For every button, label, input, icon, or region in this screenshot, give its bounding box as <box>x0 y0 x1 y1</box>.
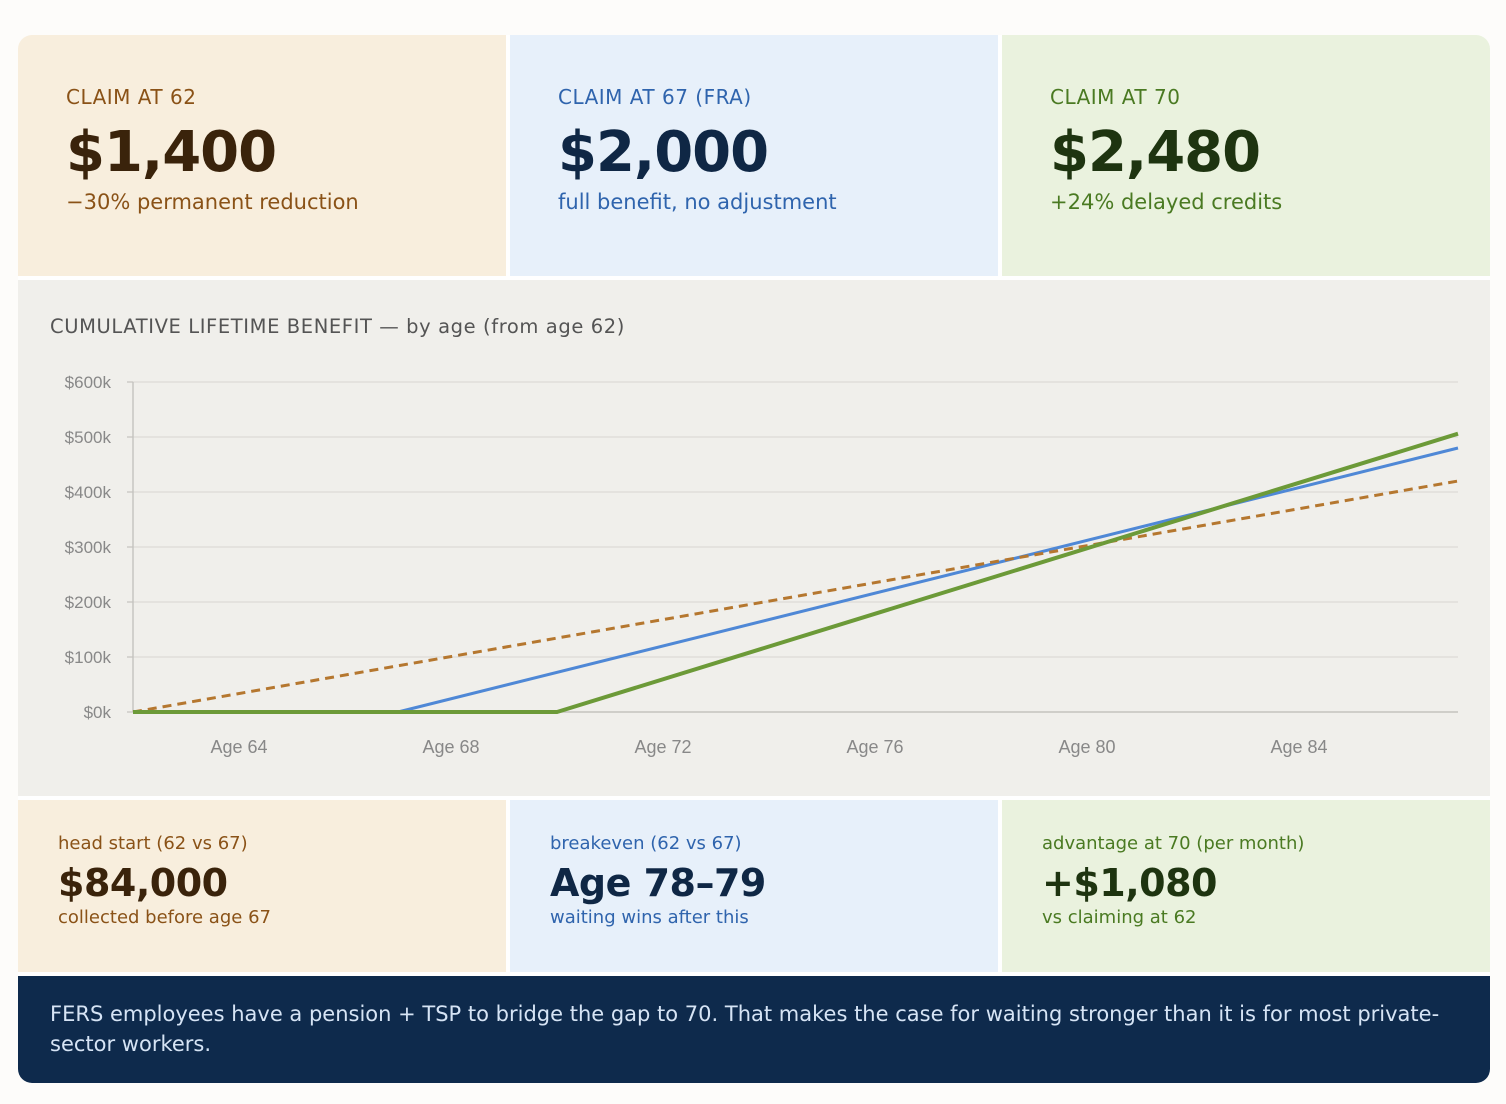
x-tick-label: Age 72 <box>634 737 691 757</box>
scenario-note: +24% delayed credits <box>1050 190 1283 214</box>
scenario-amount: $2,480 <box>1050 120 1261 185</box>
stat-value: Age 78–79 <box>550 861 766 905</box>
x-tick-label: Age 76 <box>846 737 903 757</box>
scenario-amount: $1,400 <box>66 120 277 185</box>
stat-value: +$1,080 <box>1042 861 1217 905</box>
x-tick-label: Age 84 <box>1270 737 1327 757</box>
retirement-benefit-card: CLAIM AT 62 $1,400 −30% permanent reduct… <box>18 35 1490 1083</box>
y-tick-label: $400k <box>65 483 112 502</box>
scenario-amount: $2,000 <box>558 120 769 185</box>
scenario-label: CLAIM AT 70 <box>1050 85 1181 109</box>
x-tick-label: Age 64 <box>210 737 267 757</box>
y-tick-label: $600k <box>65 373 112 392</box>
series-line-claim67 <box>133 446 1459 714</box>
stat-note: collected before age 67 <box>58 907 271 928</box>
scenario-label: CLAIM AT 62 <box>66 85 197 109</box>
y-tick-label: $500k <box>65 428 112 447</box>
stat-head-start: head start (62 vs 67) $84,000 collected … <box>18 800 506 972</box>
scenario-note: full benefit, no adjustment <box>558 190 837 214</box>
stat-breakeven: breakeven (62 vs 67) Age 78–79 waiting w… <box>510 800 998 972</box>
stat-label: breakeven (62 vs 67) <box>550 833 742 854</box>
x-tick-label: Age 80 <box>1058 737 1115 757</box>
stat-note: waiting wins after this <box>550 907 749 928</box>
y-tick-label: $0k <box>84 703 112 722</box>
cumulative-benefit-chart-panel: CUMULATIVE LIFETIME BENEFIT — by age (fr… <box>18 280 1490 796</box>
scenario-label: CLAIM AT 67 (FRA) <box>558 85 752 109</box>
series-line-claim70 <box>133 431 1459 714</box>
summary-stats: head start (62 vs 67) $84,000 collected … <box>18 800 1490 972</box>
claim-scenarios: CLAIM AT 62 $1,400 −30% permanent reduct… <box>18 35 1490 276</box>
stat-note: vs claiming at 62 <box>1042 907 1197 928</box>
fers-note: FERS employees have a pension + TSP to b… <box>18 976 1490 1083</box>
chart-title: CUMULATIVE LIFETIME BENEFIT — by age (fr… <box>50 315 625 338</box>
scenario-claim-67: CLAIM AT 67 (FRA) $2,000 full benefit, n… <box>510 35 998 276</box>
stat-advantage-70: advantage at 70 (per month) +$1,080 vs c… <box>1002 800 1490 972</box>
scenario-claim-70: CLAIM AT 70 $2,480 +24% delayed credits <box>1002 35 1490 276</box>
y-tick-label: $300k <box>65 538 112 557</box>
scenario-claim-62: CLAIM AT 62 $1,400 −30% permanent reduct… <box>18 35 506 276</box>
y-tick-label: $100k <box>65 648 112 667</box>
stat-label: head start (62 vs 67) <box>58 833 248 854</box>
scenario-note: −30% permanent reduction <box>66 190 359 214</box>
stat-value: $84,000 <box>58 861 228 905</box>
y-tick-label: $200k <box>65 593 112 612</box>
series-line-claim62 <box>132 479 1459 714</box>
x-tick-label: Age 68 <box>422 737 479 757</box>
cumulative-benefit-chart: $0k $100k $200k $300k $400k $500k $600k Age 64 A… <box>65 373 1459 757</box>
stat-label: advantage at 70 (per month) <box>1042 833 1305 854</box>
